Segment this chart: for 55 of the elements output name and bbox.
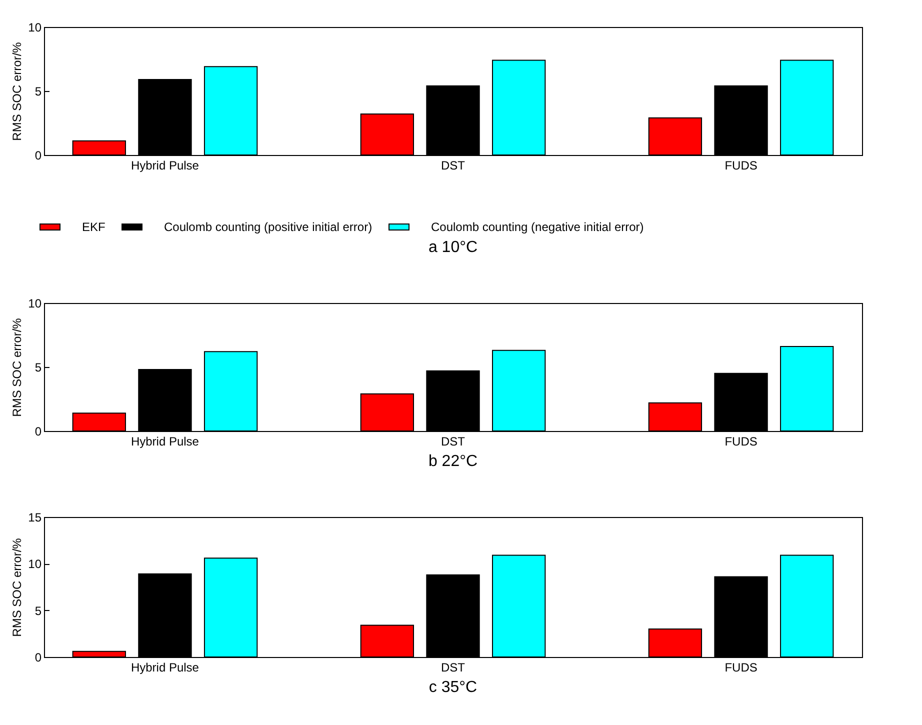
- bar: [714, 372, 768, 432]
- bar: [426, 85, 480, 156]
- bar: [648, 117, 702, 156]
- bar: [492, 350, 546, 432]
- x-tick-label: FUDS: [724, 158, 758, 172]
- y-tick-label: 0: [34, 424, 42, 438]
- y-tick-label: 10: [28, 20, 42, 34]
- bar: [204, 558, 258, 658]
- y-tick-label: 10: [28, 296, 42, 310]
- bar: [714, 85, 768, 156]
- bar: [648, 402, 702, 432]
- y-axis-title: RMS SOC error/%: [10, 42, 24, 141]
- bar: [72, 650, 126, 658]
- y-tick-label: 0: [34, 148, 42, 162]
- x-tick-label: DST: [441, 660, 466, 674]
- bar: [426, 574, 480, 658]
- x-tick-label: DST: [441, 158, 466, 172]
- text: a 10°C: [428, 239, 478, 256]
- bar: [138, 78, 192, 156]
- y-tick-label: 10: [28, 557, 42, 572]
- y-tick-label: 15: [28, 510, 42, 524]
- bar: [138, 573, 192, 658]
- bar: [204, 351, 258, 432]
- bar: [780, 554, 834, 658]
- y-tick-label: 0: [34, 650, 42, 664]
- x-tick-label: Hybrid Pulse: [130, 660, 200, 674]
- x-tick-label: FUDS: [724, 434, 758, 448]
- bar: [714, 576, 768, 658]
- legend-label: Coulomb counting (negative initial error): [431, 220, 644, 234]
- bar: [780, 346, 834, 432]
- bar: [780, 60, 834, 156]
- bar: [204, 66, 258, 156]
- x-tick-label: FUDS: [724, 660, 758, 674]
- bar: [492, 60, 546, 156]
- bar: [72, 412, 126, 432]
- x-tick-label: Hybrid Pulse: [130, 158, 200, 172]
- text: c 35°C: [428, 679, 478, 696]
- bar: [360, 624, 414, 658]
- bar: [360, 114, 414, 156]
- bar: [648, 628, 702, 658]
- bar: [138, 369, 192, 432]
- bar: [72, 140, 126, 156]
- bar: [426, 370, 480, 432]
- bar: [360, 393, 414, 432]
- text: b 22°C: [428, 453, 478, 470]
- y-tick-label: 5: [34, 604, 42, 618]
- x-tick-label: Hybrid Pulse: [130, 434, 200, 448]
- y-axis-title: RMS SOC error/%: [10, 318, 24, 417]
- legend-label: Coulomb counting (positive initial error): [164, 220, 372, 234]
- y-tick-label: 5: [34, 360, 42, 374]
- x-tick-label: DST: [441, 434, 466, 448]
- bar: [492, 554, 546, 658]
- y-axis-title: RMS SOC error/%: [10, 538, 24, 637]
- legend-label: EKF: [82, 220, 106, 234]
- y-tick-label: 5: [34, 84, 42, 98]
